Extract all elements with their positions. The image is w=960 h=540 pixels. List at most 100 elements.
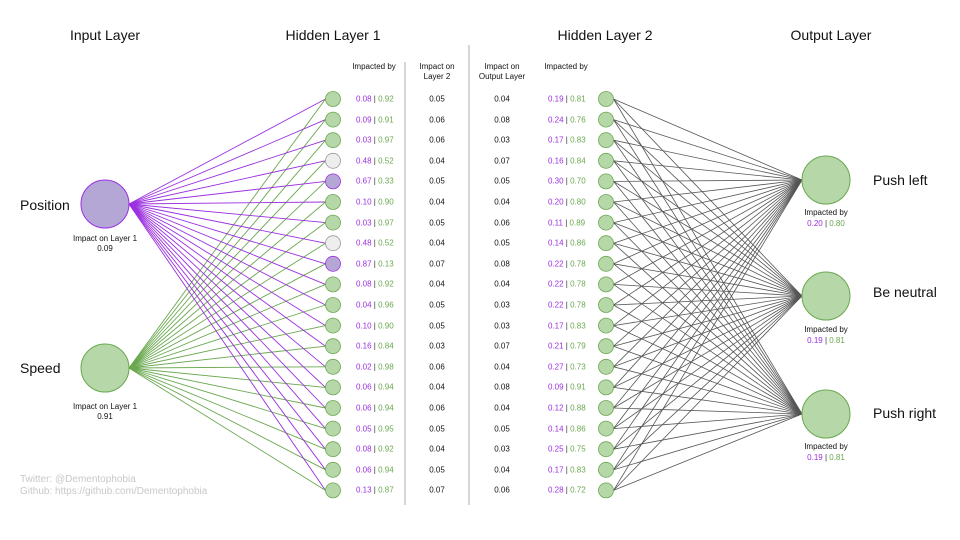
impact-value: 0.06: [429, 135, 445, 145]
output-label-push-left: Push left: [873, 172, 928, 188]
edge-position-h1: [128, 139, 326, 205]
hidden2-node: [598, 420, 614, 437]
impact-purple: 0.08: [356, 94, 372, 104]
output-impact-push-right: Impacted by 0.19 | 0.81: [804, 442, 848, 462]
hidden1-impacted-by: 0.04 | 0.96: [356, 300, 394, 310]
hidden2-impact-on-output: 0.03: [494, 445, 510, 454]
edge-speed-h1: [128, 367, 326, 388]
output-node: [801, 389, 851, 439]
hidden1-node: [325, 91, 341, 107]
output-layer-title: Output Layer: [790, 27, 872, 43]
input-impact-value: 0.91: [97, 412, 113, 421]
edge-position-h1: [128, 203, 326, 347]
output-impact-green: 0.81: [829, 336, 845, 345]
input-label-position: Position: [20, 197, 70, 213]
edge-h2-output: [613, 119, 803, 181]
hidden1-impacted-by: 0.06 | 0.94: [356, 403, 394, 413]
hidden2-impact-on-output: 0.05: [494, 424, 510, 433]
impact-green: 0.78: [570, 259, 586, 269]
impact-green: 0.90: [378, 197, 394, 207]
hidden1-impact-on-layer2: 0.07: [429, 259, 445, 268]
impact-purple: 0.13: [356, 485, 372, 495]
impact-green: 0.88: [570, 403, 586, 413]
hidden1-impact-on-layer2: 0.04: [429, 383, 445, 392]
edge-position-h1: [128, 203, 326, 450]
edge-h2-output: [613, 201, 803, 415]
impact-purple: 0.06: [356, 382, 372, 392]
impact-green: 0.91: [570, 382, 586, 392]
hidden2-node: [598, 111, 614, 128]
edge-speed-h1: [128, 367, 326, 409]
impact-green: 0.79: [570, 341, 586, 351]
hidden1-impact-on-layer2: 0.05: [429, 218, 445, 227]
impact-purple: 0.16: [548, 156, 564, 166]
hidden2-node: [598, 132, 614, 149]
impact-purple: 0.22: [548, 300, 564, 310]
hidden-layer-1-title: Hidden Layer 1: [285, 27, 381, 43]
edge-h2-output: [613, 295, 803, 491]
edge-h2-output: [613, 304, 803, 415]
edge-h2-output: [613, 366, 803, 415]
edge-h2-output: [613, 263, 803, 297]
hidden2-impacted-by: 0.27 | 0.73: [548, 362, 586, 372]
output-node: [801, 271, 851, 321]
impact-purple: 0.87: [356, 259, 372, 269]
output-impact-label: Impacted by: [804, 208, 848, 217]
edge-h2-output: [613, 179, 803, 326]
hidden2-impact-on-output: 0.06: [494, 218, 510, 227]
hidden1-impacted-by: 0.06 | 0.94: [356, 465, 394, 475]
impact-value: 0.05: [494, 424, 510, 434]
impact-value: 0.06: [494, 485, 510, 495]
edge-h2-output: [613, 413, 803, 429]
hidden2-impact-on-output: 0.06: [494, 486, 510, 495]
impact-purple: 0.27: [548, 362, 564, 372]
edge-h2-output: [613, 179, 803, 450]
hidden2-impacted-by: 0.20 | 0.80: [548, 197, 586, 207]
impact-green: 0.76: [570, 115, 586, 125]
h2-impact-on-header: Impact on Output Layer: [478, 62, 526, 81]
impact-green: 0.83: [570, 321, 586, 331]
output-impact-label: Impacted by: [804, 325, 848, 334]
edge-h2-output: [613, 201, 803, 297]
impact-value: 0.05: [429, 176, 445, 186]
impact-green: 0.94: [378, 382, 394, 392]
edge-position-h1: [128, 203, 326, 285]
output-impact-push-left: Impacted by 0.20 | 0.80: [804, 208, 848, 228]
hidden1-impacted-by: 0.08 | 0.92: [356, 279, 394, 289]
impact-purple: 0.17: [548, 465, 564, 475]
edge-h2-output: [613, 179, 803, 409]
edge-h2-output: [613, 284, 803, 297]
edge-h2-output: [613, 179, 803, 429]
edge-h2-output: [613, 160, 803, 297]
impact-purple: 0.09: [548, 382, 564, 392]
impact-value: 0.03: [429, 341, 445, 351]
impact-purple: 0.10: [356, 321, 372, 331]
edge-h2-output: [613, 98, 803, 297]
edge-h2-output: [613, 160, 803, 415]
impact-value: 0.07: [494, 156, 510, 166]
edge-position-h1: [128, 203, 326, 471]
impact-green: 0.92: [378, 279, 394, 289]
hidden1-impact-on-layer2: 0.05: [429, 321, 445, 330]
h2-impacted-by-header: Impacted by: [544, 62, 588, 71]
hidden2-node: [598, 358, 614, 375]
impact-purple: 0.25: [548, 444, 564, 454]
impact-green: 0.80: [570, 197, 586, 207]
edge-position-h1: [128, 201, 326, 205]
edge-position-h1: [128, 203, 326, 388]
impact-value: 0.04: [429, 238, 445, 248]
output-impact-purple: 0.20: [807, 219, 823, 228]
hidden1-node: [325, 461, 341, 478]
hidden1-impacted-by: 0.10 | 0.90: [356, 197, 394, 207]
hidden1-impact-on-layer2: 0.04: [429, 156, 445, 165]
impact-green: 0.81: [570, 94, 586, 104]
hidden2-node: [598, 461, 614, 478]
impact-value: 0.06: [429, 403, 445, 413]
impact-purple: 0.02: [356, 362, 372, 372]
hidden1-node: [325, 111, 341, 128]
hidden1-node: [325, 400, 341, 416]
hidden2-impacted-by: 0.22 | 0.78: [548, 300, 586, 310]
edge-h2-output: [613, 179, 803, 265]
hidden1-impact-on-layer2: 0.05: [429, 465, 445, 474]
impact-purple: 0.48: [356, 238, 372, 248]
